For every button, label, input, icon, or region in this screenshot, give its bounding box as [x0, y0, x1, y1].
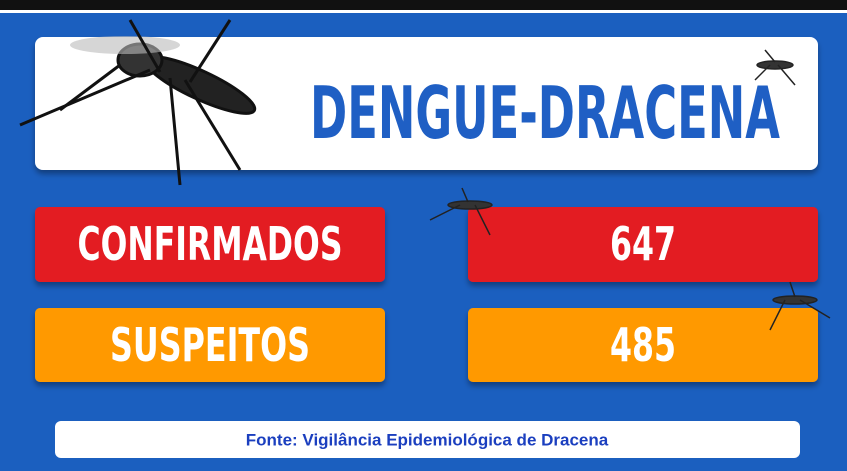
row-value: 485: [610, 318, 676, 372]
row-label: CONFIRMADOS: [78, 217, 343, 271]
page: DENGUE-DRACENA CONFIRMADOS 647 SUSPEITOS…: [0, 0, 847, 471]
infographic: DENGUE-DRACENA CONFIRMADOS 647 SUSPEITOS…: [0, 0, 847, 471]
source: Fonte: Vigilância Epidemiológica de Drac…: [246, 431, 609, 450]
row-label: SUSPEITOS: [110, 318, 310, 372]
top-line: [0, 10, 847, 13]
title: DENGUE-DRACENA: [310, 71, 780, 155]
row-value: 647: [610, 217, 676, 271]
top-band: [0, 0, 847, 10]
